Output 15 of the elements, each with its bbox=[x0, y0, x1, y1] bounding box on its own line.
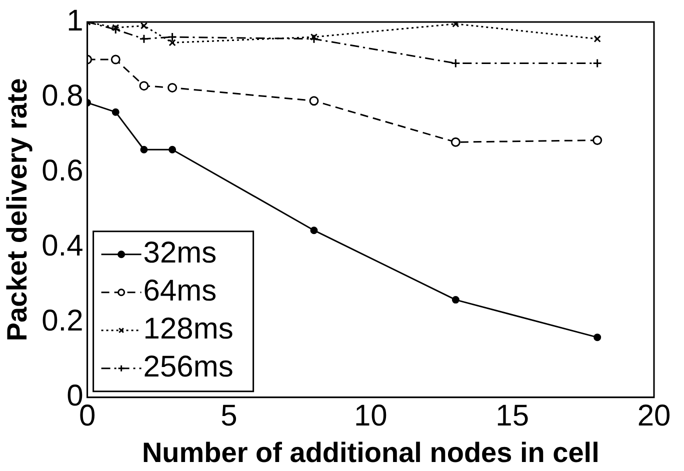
x-tick-label: 20 bbox=[637, 400, 671, 433]
y-tick-label: 0.6 bbox=[42, 154, 84, 188]
legend-label: 32ms bbox=[143, 236, 217, 270]
y-axis-title: Packet delivery rate bbox=[2, 78, 33, 342]
x-axis-title: Number of additional nodes in cell bbox=[142, 436, 600, 468]
y-tick-label: 0.8 bbox=[42, 79, 84, 112]
x-tick-label: 15 bbox=[496, 400, 530, 433]
y-tick-label: 0.4 bbox=[42, 230, 84, 263]
y-tick-label: 1 bbox=[66, 4, 84, 38]
y-tick-label: 0.2 bbox=[42, 304, 84, 338]
legend-label: 128ms bbox=[143, 312, 234, 346]
x-tick-label: 5 bbox=[220, 400, 238, 433]
legend-label: 256ms bbox=[143, 350, 234, 384]
x-tick-label: 10 bbox=[354, 400, 388, 433]
legend-label: 64ms bbox=[143, 274, 217, 308]
